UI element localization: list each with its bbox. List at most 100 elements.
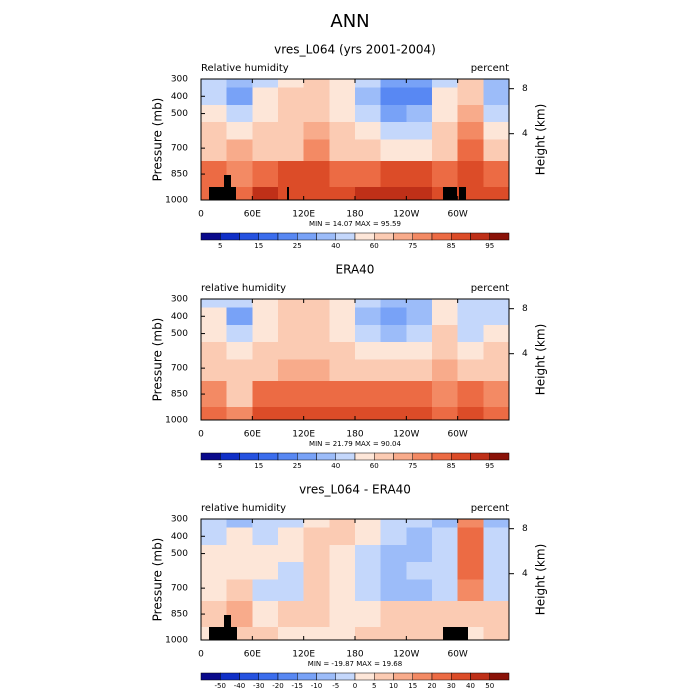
cell: [278, 104, 305, 123]
cell: [457, 104, 484, 123]
cell: [226, 519, 253, 529]
cell: [380, 122, 407, 140]
terrain: [443, 627, 468, 640]
cell: [278, 161, 305, 188]
cell: [355, 562, 382, 580]
cell: [252, 187, 279, 201]
cell: [201, 359, 228, 382]
panel-label-right: percent: [471, 63, 509, 74]
cell: [457, 122, 484, 140]
cell: [483, 187, 510, 201]
cell: [303, 299, 330, 309]
field: [201, 519, 510, 641]
cell: [483, 342, 510, 360]
cell: [226, 562, 253, 580]
cell: [432, 527, 459, 546]
colorbar-label: 25: [293, 242, 302, 250]
y2-tick-label: 4: [522, 569, 528, 579]
cell: [226, 139, 253, 162]
cell: [380, 299, 407, 309]
cell: [483, 562, 510, 580]
colorbar-label: 95: [485, 462, 494, 470]
cell: [278, 299, 305, 309]
cell: [278, 139, 305, 162]
y-tick-label: 1000: [165, 416, 188, 426]
colorbar-box: [316, 672, 336, 681]
cell: [406, 324, 433, 343]
cell: [483, 87, 510, 106]
cell: [303, 79, 330, 89]
colorbar-box: [374, 672, 394, 681]
y-tick-label: 700: [171, 364, 188, 374]
cell: [355, 627, 382, 641]
panel-label-left: relative humidity: [201, 283, 286, 294]
cell: [380, 381, 407, 408]
colorbar-box: [470, 672, 490, 681]
colorbar-label: 40: [331, 462, 340, 470]
min-max: MIN = 14.07 MAX = 95.59: [309, 220, 401, 228]
colorbar-label: 40: [466, 682, 475, 690]
colorbar-label: 40: [331, 242, 340, 250]
cell: [226, 601, 253, 628]
cell: [278, 527, 305, 546]
terrain: [209, 187, 236, 200]
colorbar-label: 60: [370, 242, 379, 250]
colorbar-label: 75: [408, 242, 417, 250]
cell: [329, 407, 356, 421]
cell: [483, 359, 510, 382]
cell: [252, 139, 279, 162]
cell: [380, 627, 407, 641]
colorbar-box: [258, 452, 279, 461]
cell: [303, 139, 330, 162]
y-tick-label: 1000: [165, 636, 188, 646]
colorbar-label: -50: [215, 682, 226, 690]
cell: [278, 122, 305, 140]
cell: [457, 342, 484, 360]
cell: [355, 324, 382, 343]
colorbar-label: 0: [353, 682, 357, 690]
x-tick-label: 180: [346, 430, 363, 440]
x-tick-label: 120W: [393, 650, 419, 660]
cell: [380, 161, 407, 188]
colorbar-label: 5: [372, 682, 376, 690]
cell: [278, 601, 305, 628]
terrain: [224, 175, 231, 187]
cell: [432, 407, 459, 421]
cell: [355, 87, 382, 106]
cell: [226, 324, 253, 343]
colorbar-box: [489, 232, 510, 241]
terrain: [443, 187, 457, 200]
cell: [457, 139, 484, 162]
cell: [432, 104, 459, 123]
colorbar-box: [470, 452, 490, 461]
panels: vres_L064 (yrs 2001-2004) Relative humidi…: [151, 43, 548, 691]
y2-tick-label: 8: [522, 304, 528, 314]
y-tick-label: 700: [171, 584, 188, 594]
cell: [201, 407, 228, 421]
x-tick-label: 180: [346, 210, 363, 220]
cell: [483, 519, 510, 529]
cell: [432, 519, 459, 529]
cell: [201, 601, 228, 628]
cell: [355, 407, 382, 421]
x-tick-label: 180: [346, 650, 363, 660]
colorbar-label: 10: [389, 682, 398, 690]
cell: [329, 342, 356, 360]
cell: [380, 307, 407, 326]
cell: [406, 381, 433, 408]
colorbar-label: 20: [428, 682, 437, 690]
y-tick-label: 400: [171, 532, 188, 542]
cell: [355, 187, 382, 201]
cell: [252, 342, 279, 360]
cell: [380, 104, 407, 123]
cell: [406, 79, 433, 89]
cell: [303, 122, 330, 140]
colorbar-label: -30: [253, 682, 264, 690]
cell: [380, 527, 407, 546]
cell: [406, 104, 433, 123]
cell: [483, 307, 510, 326]
cell: [355, 122, 382, 140]
colorbar-box: [470, 232, 490, 241]
colorbar-box: [335, 452, 356, 461]
x-tick-label: 120W: [393, 210, 419, 220]
